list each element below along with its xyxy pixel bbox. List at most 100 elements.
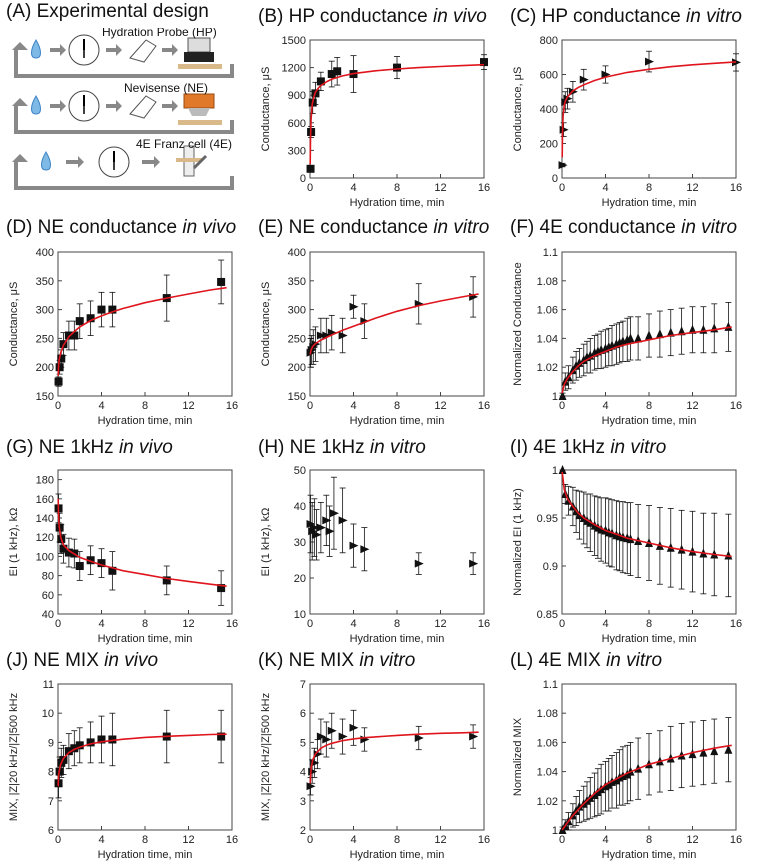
fit-curve	[57, 286, 227, 376]
arrow-head	[12, 98, 28, 106]
y-axis-label: Normalized Conductance	[512, 262, 524, 386]
arrow-icon	[66, 156, 84, 168]
x-tick-label: 0	[55, 618, 61, 630]
data-point	[338, 516, 348, 525]
chart-b: 0 4 8 12 16 0 300 600 900 1200 1500 Hydration time,…	[260, 35, 490, 209]
x-axis-label: Hydration time, min	[98, 415, 193, 427]
design-row-4e: 4E Franz cell (4E)	[12, 137, 234, 190]
data-point	[724, 550, 733, 560]
x-tick-label: 0	[55, 400, 61, 412]
x-tick-label: 8	[646, 400, 652, 412]
x-tick-label: 0	[307, 834, 313, 846]
design-label-ne: Nevisense (NE)	[124, 81, 208, 95]
data-point	[64, 331, 73, 340]
y-tick-label: 60	[42, 590, 54, 602]
data-point	[86, 738, 95, 747]
y-tick-label: 1.06	[537, 305, 558, 317]
wipe-icon	[129, 39, 157, 63]
chart-j: 0 4 8 12 16 6 7 8 9 10 11 Hydration time, min MIX, |…	[8, 679, 238, 861]
panel-e-title: (E) NE conductance in vitro	[258, 217, 490, 238]
x-tick-label: 16	[478, 834, 490, 846]
x-tick-label: 16	[478, 400, 490, 412]
x-tick-label: 8	[394, 400, 400, 412]
y-axis-label: Normalized EI (1 kHz)	[512, 488, 524, 596]
data-point	[699, 324, 708, 334]
wipe-icon	[129, 95, 157, 119]
fit-curve	[561, 471, 732, 558]
y-tick-label: 3	[300, 796, 306, 808]
y-axis-label: MIX, |Z|20 kHz/|Z|500 kHz	[8, 693, 20, 821]
x-tick-label: 4	[602, 400, 608, 412]
loop-arrow	[14, 162, 234, 190]
y-axis-label: Conductance, μS	[512, 67, 524, 152]
y-tick-label: 1.1	[543, 247, 558, 259]
x-tick-label: 4	[602, 834, 608, 846]
x-axis-label: Hydration time, min	[350, 633, 445, 645]
y-tick-label: 300	[288, 305, 306, 317]
x-tick-label: 16	[730, 182, 742, 194]
x-tick-label: 0	[559, 182, 565, 194]
y-tick-label: 9	[48, 737, 54, 749]
chart-f: 0 4 8 12 16 1 1.02 1.04 1.06 1.08 1.1 Hydration tim…	[512, 247, 742, 427]
data-point	[70, 331, 79, 340]
data-point	[329, 509, 339, 518]
y-tick-label: 0.9	[543, 561, 558, 573]
x-tick-label: 8	[142, 834, 148, 846]
x-tick-label: 0	[559, 834, 565, 846]
fit-curve	[561, 326, 732, 394]
y-tick-label: 6	[48, 825, 54, 837]
x-tick-label: 16	[730, 400, 742, 412]
data-point	[70, 744, 79, 753]
data-point	[626, 333, 635, 343]
x-tick-label: 4	[350, 618, 356, 630]
chart-i: 0 4 8 12 16 0.85 0.9 0.95 1 Hydration time, min No…	[512, 465, 742, 645]
data-point	[688, 749, 697, 759]
x-tick-label: 8	[142, 618, 148, 630]
data-point	[414, 734, 424, 743]
y-tick-label: 160	[36, 494, 54, 506]
x-tick-label: 8	[646, 618, 652, 630]
chart-e: 0 4 8 12 16 150 200 250 300 350 400 Hydration time,…	[260, 247, 490, 427]
data-point	[393, 63, 401, 72]
y-axis-label: Normalized MIX	[512, 717, 524, 796]
arrow-icon	[50, 44, 66, 56]
experimental-design-diagram: Hydration Probe (HP) Nevisense (NE)	[12, 28, 234, 190]
data-point	[217, 732, 226, 741]
y-tick-label: 600	[540, 70, 558, 82]
x-axis-label: Hydration time, min	[98, 849, 193, 861]
panel-h-title: (H) NE 1kHz in vitro	[258, 437, 426, 458]
y-axis-label: Conductance, μS	[8, 282, 20, 367]
y-axis-label: Conductance, μS	[260, 282, 272, 367]
data-point	[349, 541, 359, 550]
chart-g: 0 4 8 12 16 40 60 80 100 120 140 160 180 Hydration ti…	[8, 469, 238, 645]
y-tick-label: 1	[552, 465, 558, 477]
arrow-icon	[162, 44, 178, 56]
x-tick-label: 12	[182, 618, 194, 630]
y-tick-label: 400	[288, 247, 306, 259]
fit-curve	[57, 733, 227, 787]
y-tick-label: 200	[540, 139, 558, 151]
x-tick-label: 16	[478, 618, 490, 630]
plot-frame	[57, 683, 233, 831]
x-tick-label: 12	[686, 834, 698, 846]
y-tick-label: 100	[36, 551, 54, 563]
x-axis-label: Hydration time, min	[98, 633, 193, 645]
x-tick-label: 8	[394, 618, 400, 630]
data-point	[316, 523, 326, 532]
chart-h: 0 4 8 12 16 10 20 30 40 50 Hydration time, min EI (…	[260, 465, 490, 645]
plot-frame	[309, 469, 485, 615]
y-tick-label: 250	[36, 333, 54, 345]
y-tick-label: 50	[294, 465, 306, 477]
y-tick-label: 300	[36, 305, 54, 317]
data-point	[322, 516, 332, 525]
x-tick-label: 4	[350, 400, 356, 412]
data-point	[469, 732, 479, 741]
chart-k: 0 4 8 12 16 2 3 4 5 6 7 Hydration time, min MIX, |Z|…	[260, 679, 490, 861]
panel-b-title: (B) HP conductance in vivo	[258, 6, 487, 27]
x-tick-label: 16	[226, 834, 238, 846]
data-point	[306, 782, 316, 791]
x-tick-label: 12	[686, 182, 698, 194]
data-point	[558, 391, 567, 400]
y-tick-label: 1.1	[543, 679, 558, 691]
